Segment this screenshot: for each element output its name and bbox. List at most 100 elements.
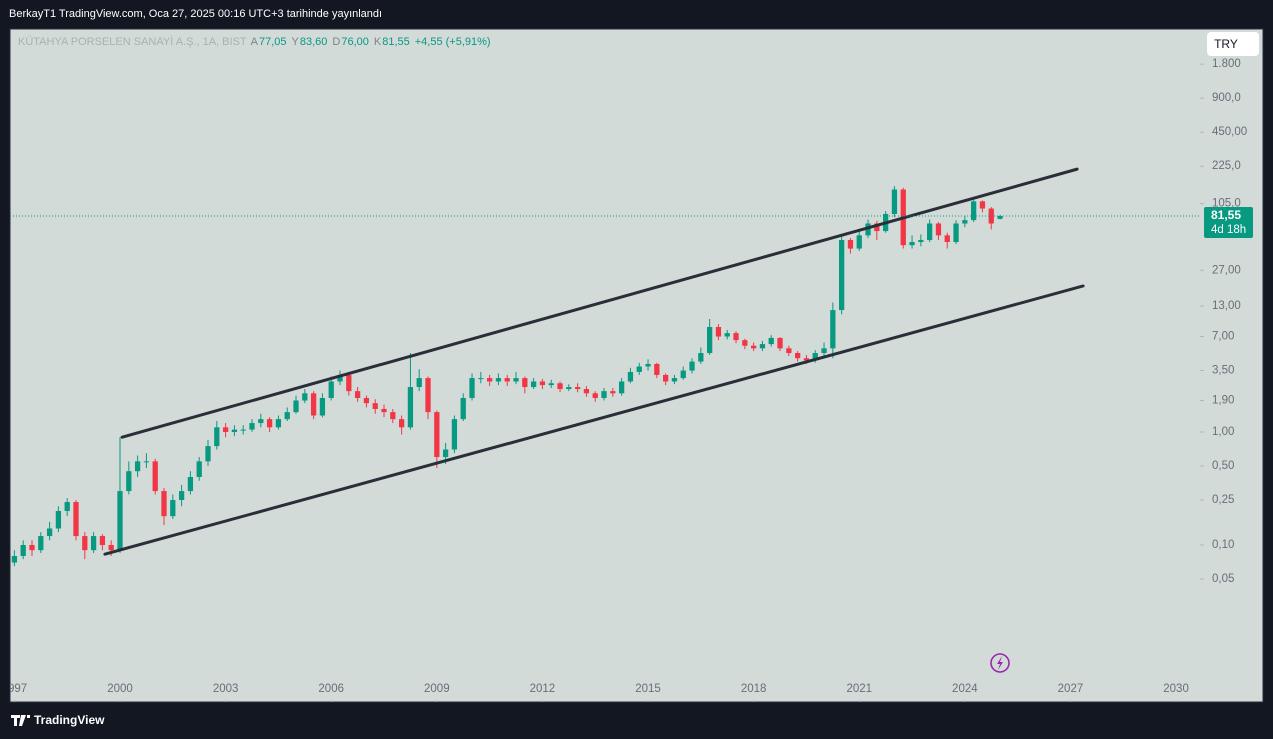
candle-body [548,383,554,386]
y-tick-label: 7,00 [1212,331,1234,343]
candle-body [662,374,669,382]
candle-body [715,326,722,337]
x-tick-label: 2003 [213,683,239,695]
candle-body [38,536,44,551]
y-tick-label: 1.800 [1212,58,1241,70]
candle-body [742,340,748,346]
candle-body [750,345,757,349]
candle-body [337,374,343,382]
candle-body [73,502,79,537]
candle-body [328,381,334,398]
candle-body [865,223,871,236]
candle-body [381,408,387,413]
y-tick-label: 105,0 [1212,198,1241,210]
candle-body [821,348,827,354]
x-tick-label: 2027 [1058,683,1084,695]
candle-body [918,240,924,243]
candle-body [689,361,695,371]
candle-body [610,391,616,394]
candle-body [196,461,202,477]
y-tick-label: 1,00 [1212,426,1234,438]
y-tick-label: 0,25 [1212,494,1234,506]
candle-body [698,353,704,362]
candle-body [249,423,255,430]
candle-body [522,378,528,388]
x-tick-label: 2030 [1163,683,1189,695]
x-tick-label: 1997 [2,683,28,695]
channel-line [120,167,1079,439]
y-tick-label: 0,05 [1212,573,1234,585]
candle-body [460,397,466,420]
currency-label[interactable]: TRY [1214,37,1238,51]
candle-body [979,201,986,209]
candle-body [346,374,352,392]
publish-info: BerkayT1 TradingView.com, Oca 27, 2025 0… [9,8,382,20]
candle-body [266,419,273,428]
candle-body [293,400,299,413]
candle-body [258,419,264,424]
axis-labels: 0,05 0,10 0,25 0,50 1,00 1,90 3,50 7,00 13,00 27,… [2,58,1247,702]
symbol-name: KÜTAHYA PORSELEN SANAYİ A.Ş., 1A, BIST [18,35,247,48]
candle-body [46,528,53,537]
candle-body [891,189,898,214]
candle-body [539,381,546,386]
candle-body [847,240,854,249]
candle-body [909,242,915,246]
candle-body [803,358,810,361]
y-tick-label: 450,00 [1212,126,1247,138]
candle-body [390,412,396,420]
x-tick-label: 2021 [846,683,872,695]
candle-body [601,391,607,398]
currency-button[interactable] [1207,32,1259,56]
candle-body [231,429,238,433]
candle-body [55,510,62,529]
candle-body [20,545,26,556]
candle-body [927,223,933,241]
last-price-badge [1204,207,1253,239]
ohlc-value: 77,05 [259,36,287,48]
candle-body [574,387,581,390]
candle-body [874,223,880,232]
candle-body [407,387,414,428]
x-tick-label: 2018 [741,683,767,695]
candle-body [434,412,440,458]
candle-body [143,461,150,463]
candle-body [363,397,370,404]
x-tick-label: 2009 [424,683,450,695]
candle-body [99,536,106,546]
candle-body [425,378,431,413]
alert-bolt [997,656,1003,670]
ohlc-letter: K [374,36,382,48]
candle-body [627,371,634,382]
candle-body [944,235,950,243]
candle-body [812,353,818,361]
ohlc-letter: D [332,36,340,48]
symbol-legend: KÜTAHYA PORSELEN SANAYİ A.Ş., 1A, BIST A… [18,35,491,48]
ohlc-letter: A [251,36,259,48]
alert-icon[interactable] [990,653,1010,673]
candle-body [134,461,141,472]
candle-body [240,429,246,431]
candle-body [495,378,502,382]
candle-body [997,216,1003,219]
x-tick-label: 2015 [635,683,661,695]
last-price-label: 81,55 [1211,208,1241,222]
candle-body [645,363,651,367]
x-tick-label: 2006 [318,683,344,695]
candle-body [319,397,326,416]
candle-body [170,500,176,517]
channel-line [103,284,1085,556]
y-tick-label: 27,00 [1212,264,1241,276]
candle-body [504,378,510,382]
candle-body [275,419,282,428]
candle-body [557,383,563,390]
candle-body [733,333,739,341]
candle-body [64,502,70,511]
candle-body [11,555,18,563]
candle-body [680,370,686,379]
candle-body [654,363,660,375]
candle-body [161,491,167,517]
candle-body [442,449,449,458]
candle-body [284,412,290,420]
